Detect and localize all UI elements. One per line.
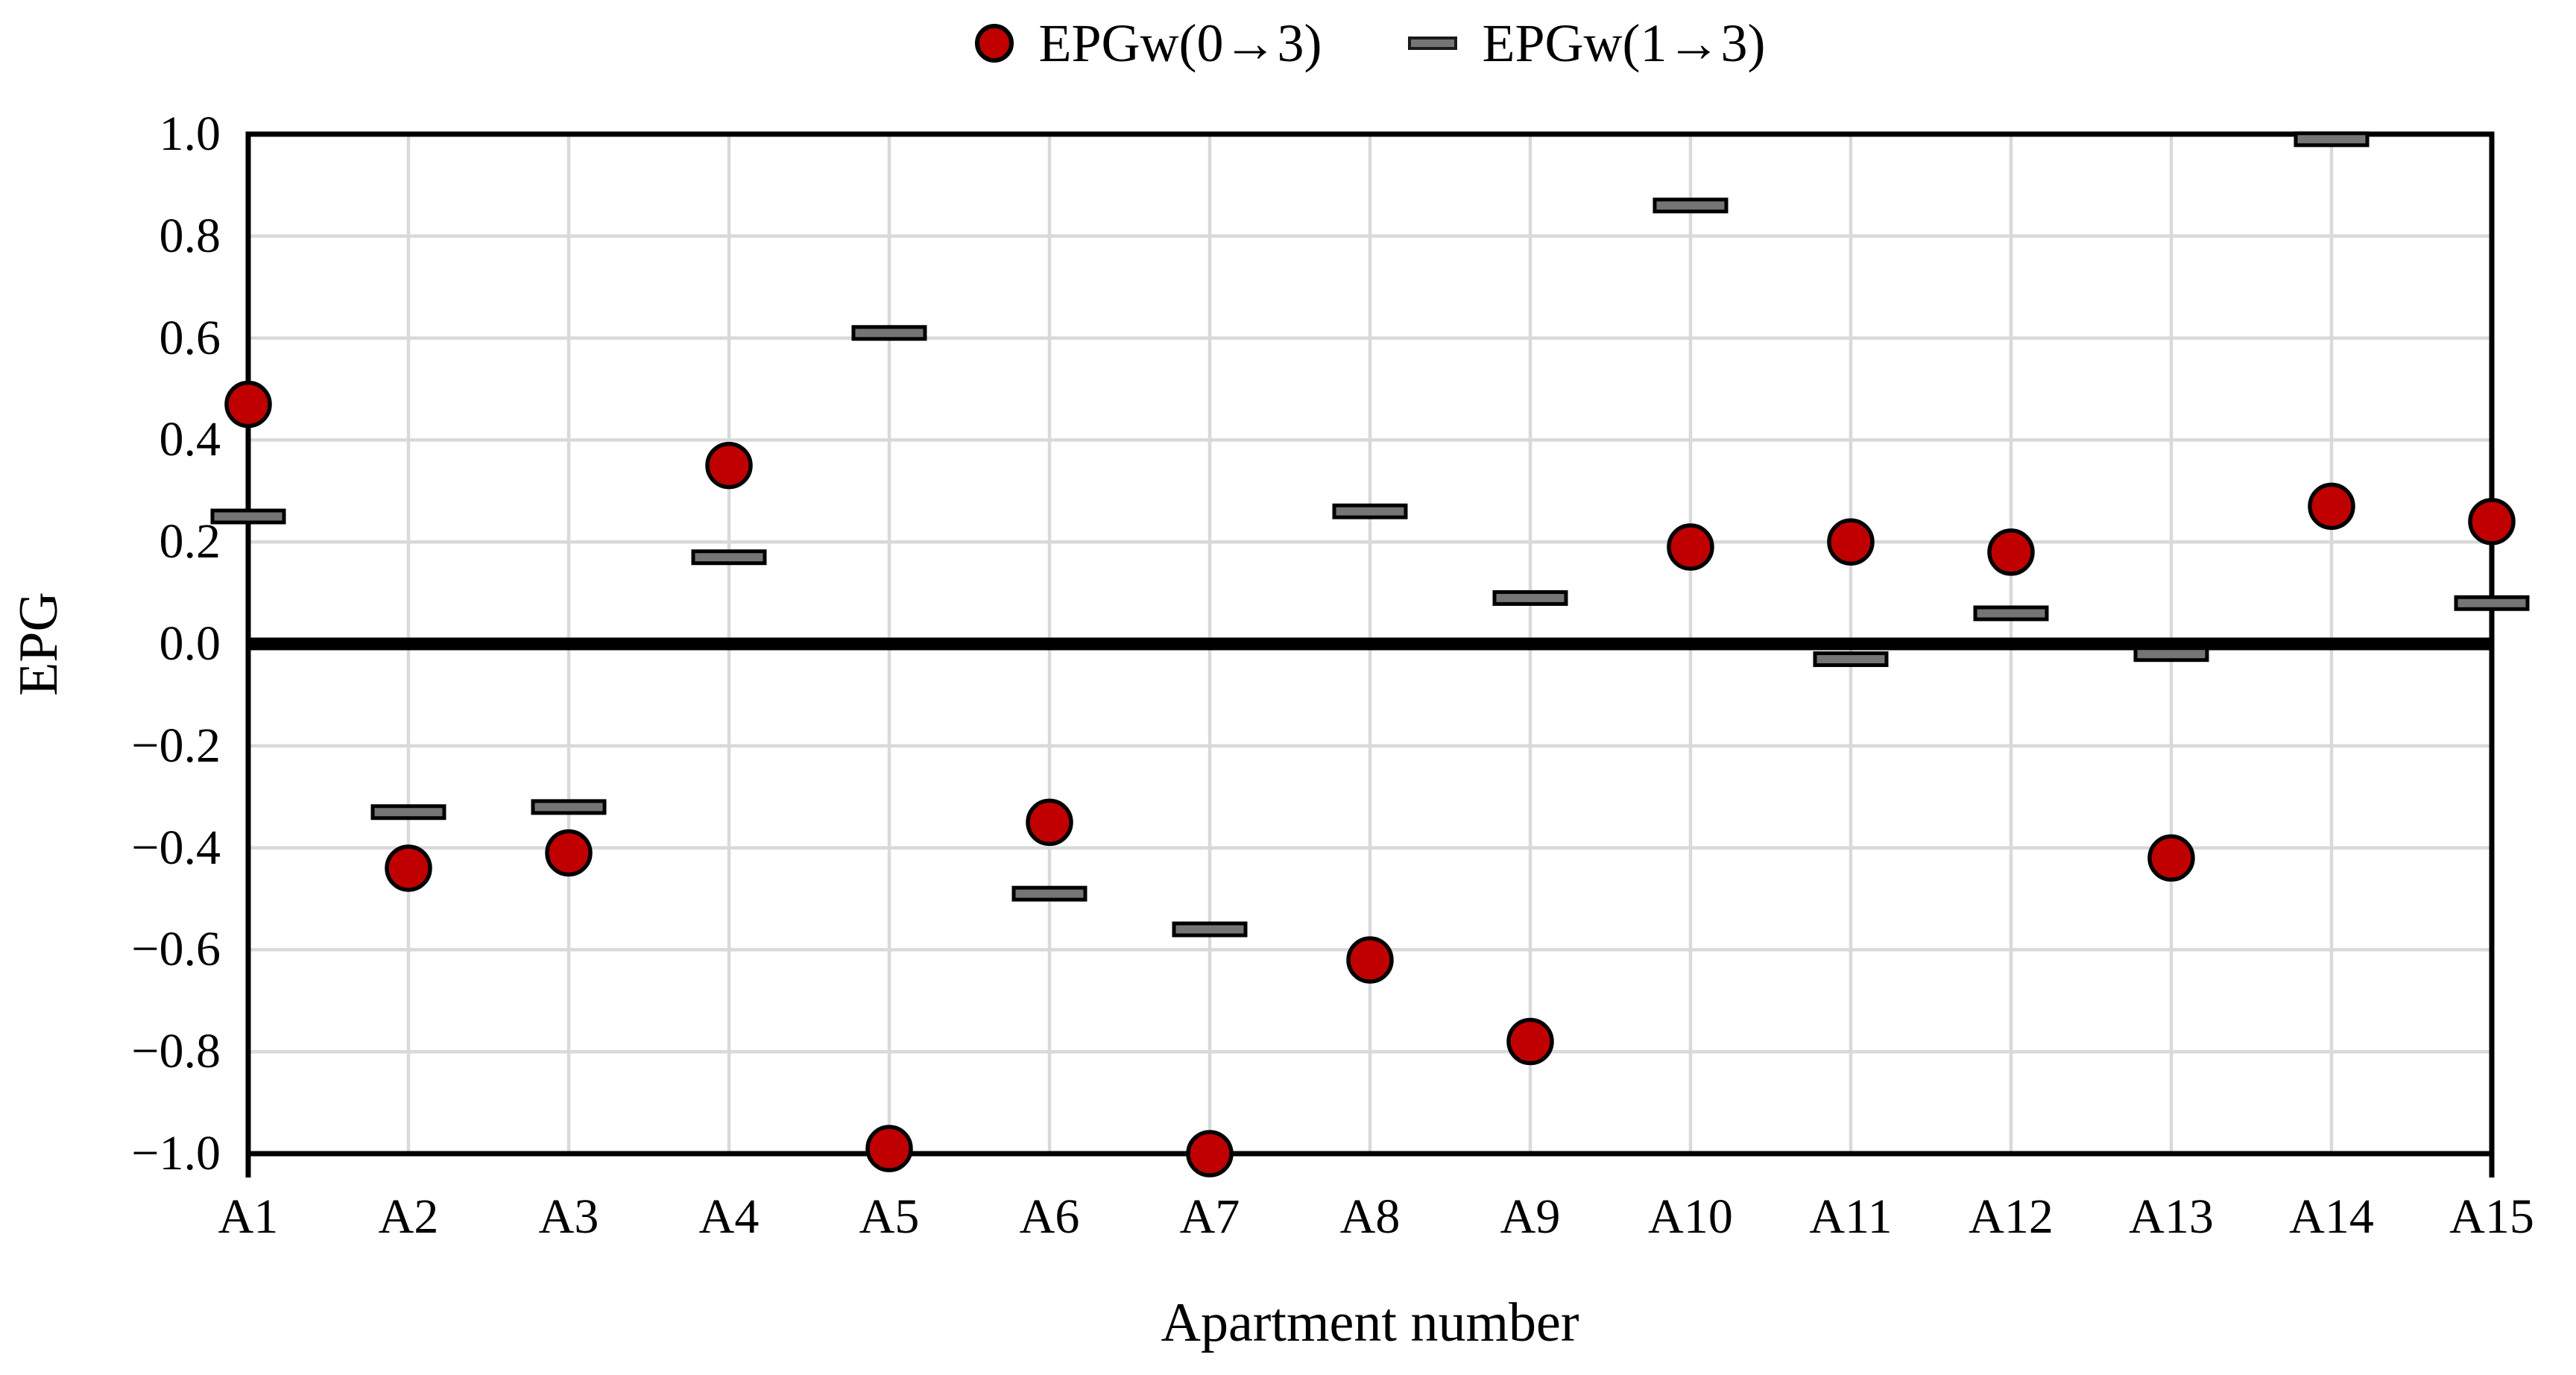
data-point-dash [531, 799, 607, 815]
x-axis-tick-label: A10 [1648, 1189, 1733, 1244]
x-axis-title: Apartment number [1161, 1292, 1579, 1353]
y-axis-tick-label: 1.0 [159, 107, 221, 161]
data-point-circle [1346, 936, 1394, 984]
data-point-dash [370, 804, 446, 821]
legend-circle-marker-icon [974, 24, 1014, 63]
legend-item: EPGw(0→3) [974, 13, 1322, 73]
legend-dash-marker-icon [1407, 37, 1457, 50]
data-point-dash [1652, 197, 1729, 214]
x-axis-tick-label: A9 [1500, 1189, 1561, 1244]
data-point-dash [2454, 595, 2530, 611]
y-axis-tick-label: −0.4 [131, 820, 221, 875]
data-point-dash [1011, 885, 1087, 902]
x-axis-tick-label: A5 [859, 1189, 920, 1244]
data-point-dash [2294, 131, 2370, 148]
x-axis-tick-label: A12 [1969, 1189, 2053, 1244]
data-point-circle [2308, 482, 2355, 531]
y-axis-tick-label: 0.0 [159, 616, 221, 671]
x-axis-tick-label: A4 [698, 1189, 760, 1244]
y-axis-title: EPG [8, 592, 69, 696]
data-point-dash [1172, 921, 1248, 938]
data-point-dash [2133, 646, 2209, 663]
data-point-dash [851, 325, 927, 341]
data-point-circle [705, 441, 753, 490]
data-point-circle [1827, 518, 1875, 566]
x-axis-tick-label: A3 [538, 1189, 599, 1244]
data-point-dash [1973, 605, 2049, 622]
y-axis-tick-label: −0.6 [131, 922, 221, 977]
data-point-circle [224, 380, 272, 429]
x-axis-tick-label: A13 [2129, 1189, 2214, 1244]
data-point-circle [2468, 498, 2516, 546]
y-axis-tick-label: −0.8 [131, 1024, 221, 1079]
x-axis-tick-label: A8 [1339, 1189, 1401, 1244]
data-point-circle [385, 844, 432, 892]
data-point-dash [210, 508, 286, 525]
x-axis-tick-label: A7 [1179, 1189, 1240, 1244]
data-point-circle [1667, 523, 1714, 571]
chart-legend: EPGw(0→3) EPGw(1→3) [248, 16, 2492, 70]
data-point-circle [2147, 834, 2195, 882]
x-axis-tick-label: A14 [2289, 1189, 2374, 1244]
y-axis-tick-label: 0.2 [159, 514, 221, 569]
data-point-dash [1813, 651, 1889, 668]
data-point-circle [545, 829, 593, 877]
data-point-circle [1026, 798, 1073, 847]
data-point-circle [1987, 528, 2035, 576]
x-axis-tick-label: A6 [1019, 1189, 1080, 1244]
y-axis-tick-label: −1.0 [131, 1126, 221, 1180]
x-axis-tick-label: A1 [218, 1189, 279, 1244]
y-axis-tick-label: 0.6 [159, 310, 221, 365]
plot-border [245, 131, 2495, 1157]
y-axis-tick-label: 0.4 [159, 412, 221, 467]
x-axis-tick-label: A15 [2449, 1189, 2534, 1244]
legend-label: EPGw(1→3) [1482, 13, 1766, 73]
y-axis-tick-label: −0.2 [131, 718, 221, 773]
data-point-circle [1186, 1130, 1234, 1178]
data-point-dash [1332, 503, 1408, 519]
data-point-dash [1492, 589, 1568, 606]
legend-label: EPGw(0→3) [1038, 13, 1322, 73]
x-axis-tick-label: A2 [378, 1189, 439, 1244]
y-axis-tick-label: 0.8 [159, 208, 221, 263]
data-point-dash [691, 549, 767, 566]
x-axis-tick-label: A11 [1809, 1189, 1892, 1244]
data-point-circle [865, 1125, 913, 1172]
data-point-circle [1506, 1017, 1554, 1066]
legend-item: EPGw(1→3) [1407, 13, 1766, 73]
